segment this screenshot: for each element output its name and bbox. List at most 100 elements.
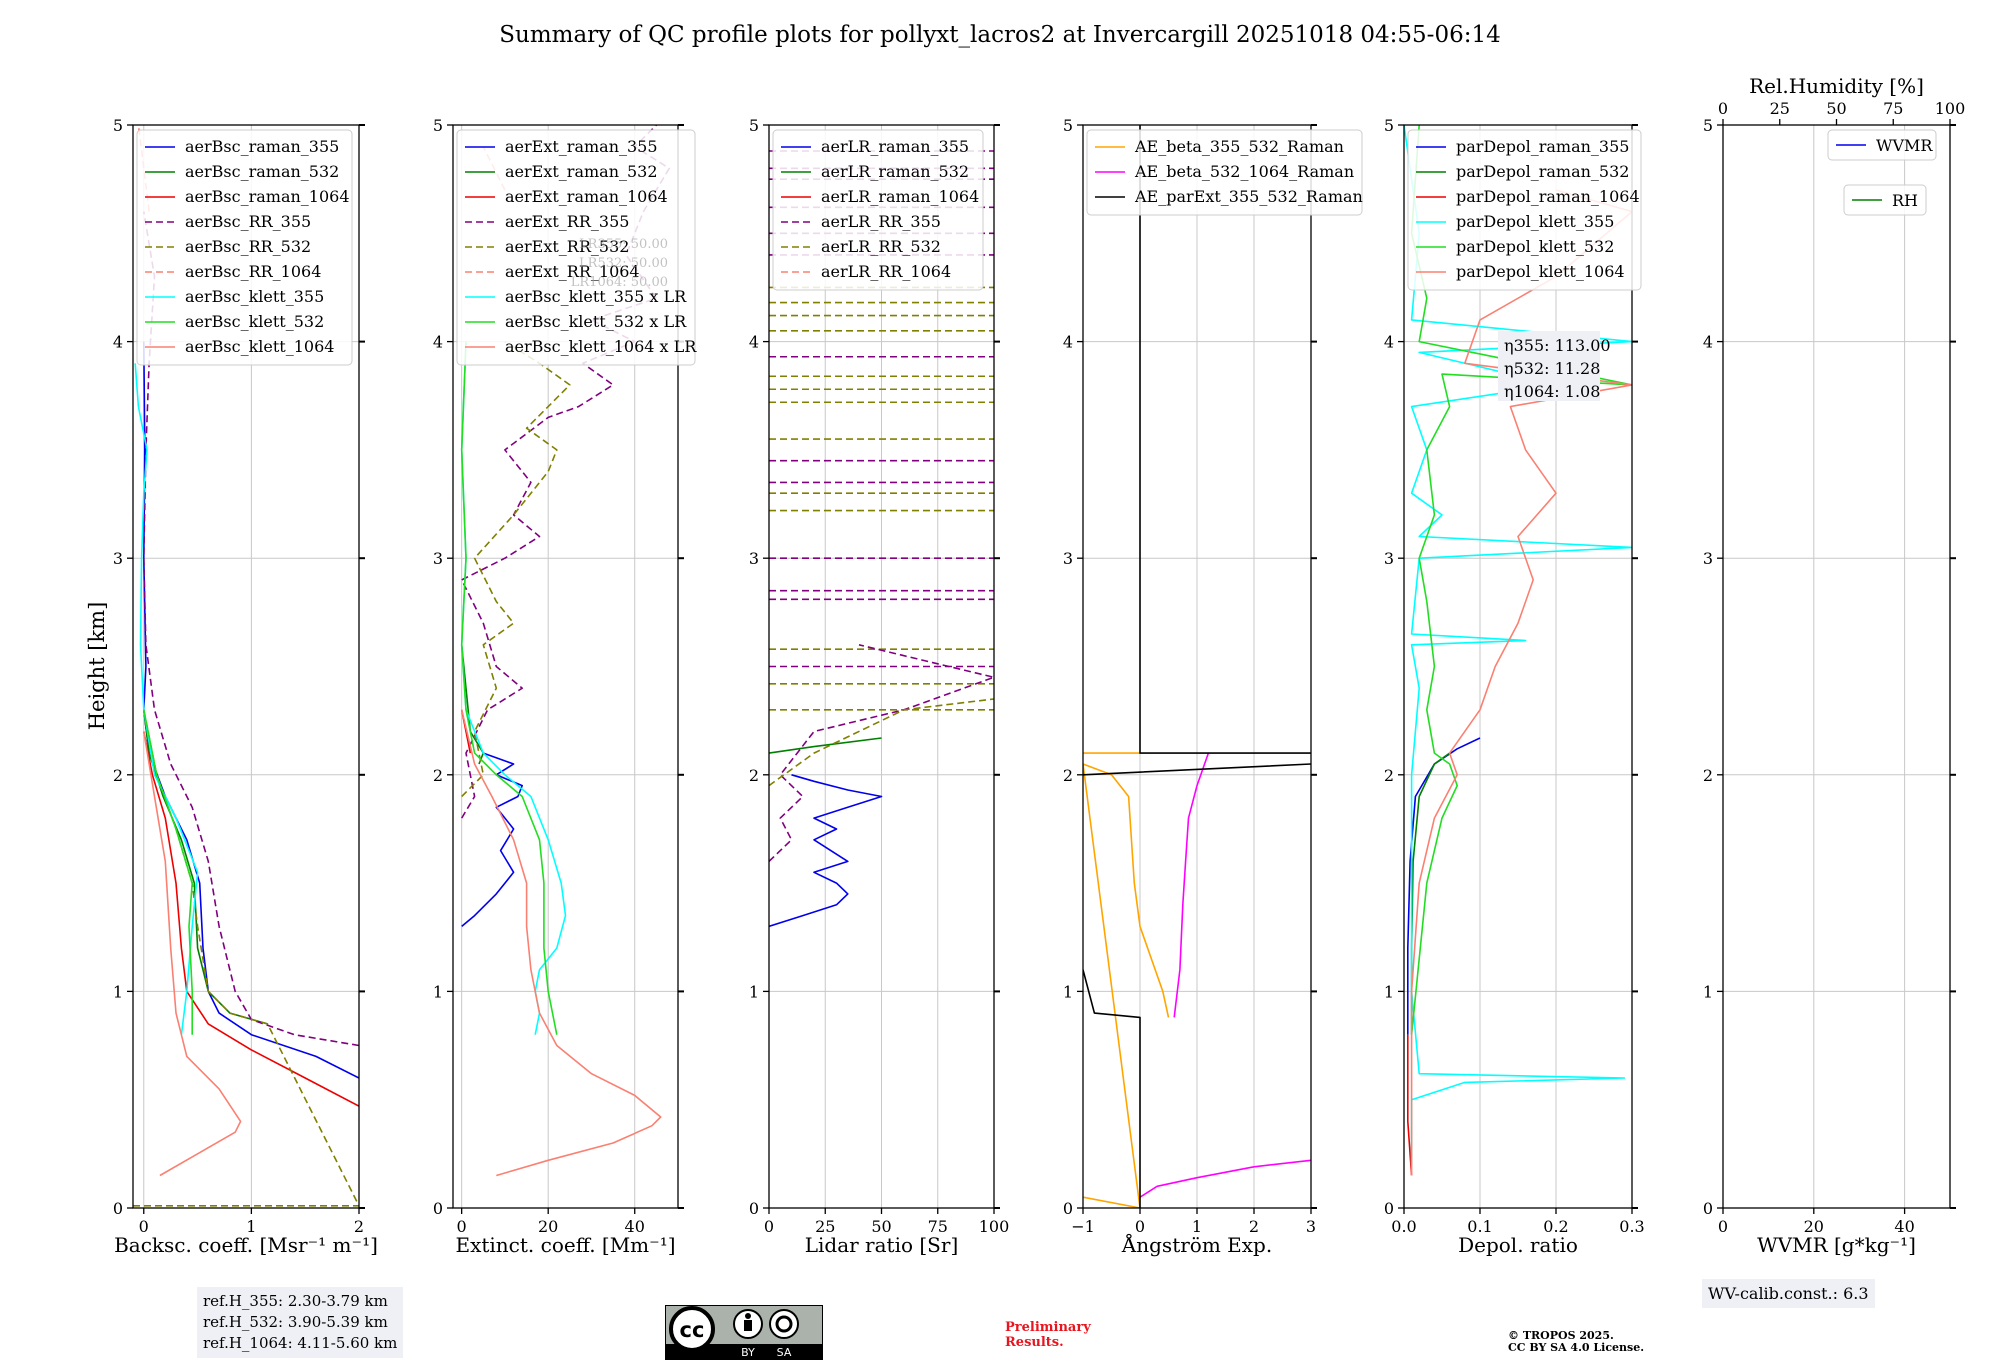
legend-entry-label: aerExt_RR_355 [505, 212, 629, 231]
panel-frame [132, 124, 360, 1209]
panel-1 [127, 124, 365, 1214]
legend-entry-label: aerBsc_raman_355 [185, 137, 339, 156]
preliminary-line-2: Results. [1005, 1335, 1064, 1350]
x-tick-label: 0 [764, 1217, 774, 1236]
y-tick-label: 4 [1384, 333, 1394, 352]
y-tick-label: 4 [1703, 333, 1713, 352]
y-tick-label: 2 [749, 766, 759, 785]
lr-annotation-text: LR532: 50.00 [579, 256, 668, 271]
legend-entry-label: aerLR_raman_355 [821, 137, 969, 156]
legend-entry-label: parDepol_klett_1064 [1456, 262, 1625, 281]
legend-box [1086, 129, 1363, 216]
wv-calib-box: WV-calib.const.: 6.3 [1702, 1279, 1875, 1308]
copyright-line-2: CC BY SA 4.0 License. [1508, 1341, 1645, 1354]
x-tick-label: 0.3 [1619, 1217, 1644, 1236]
y-tick-label: 2 [113, 766, 123, 785]
panel-4 [1077, 124, 1363, 1214]
legend-entry-label: aerBsc_RR_532 [185, 237, 311, 256]
x-tick-label: 0.2 [1543, 1217, 1568, 1236]
y-tick-label: 0 [433, 1199, 443, 1218]
reference-heights-box: ref.H_355: 2.30-3.79 km ref.H_532: 3.90-… [197, 1287, 404, 1358]
legend-entry-label: aerBsc_klett_1064 [185, 337, 334, 356]
y-tick-label: 1 [1063, 982, 1073, 1001]
x-tick-label: 20 [1804, 1217, 1824, 1236]
x-tick-label: 0.0 [1391, 1217, 1416, 1236]
y-tick-label: 0 [1703, 1199, 1713, 1218]
series-line-pardepol-raman-1064 [1407, 1034, 1413, 1176]
y-tick-label: 3 [113, 549, 123, 568]
y-tick-label: 2 [1384, 766, 1394, 785]
x-tick-label: 100 [979, 1217, 1010, 1236]
panel-2 [447, 124, 696, 1214]
legend-entry-label: aerLR_RR_355 [821, 212, 941, 231]
legend-entry-label: aerExt_raman_1064 [505, 187, 668, 206]
y-tick-label: 2 [433, 766, 443, 785]
series-line-pardepol-klett-532 [1410, 125, 1632, 1035]
x-tick-label: 25 [815, 1217, 835, 1236]
eta-annotation-text: η532: 11.28 [1504, 359, 1600, 378]
y-tick-label: 5 [749, 116, 759, 135]
y-tick-label: 3 [1703, 549, 1713, 568]
series-line-aerlr-raman-532 [769, 737, 882, 754]
x-axis-label: Ångström Exp. [1121, 1232, 1272, 1257]
x-tick-label: 0 [1135, 1217, 1145, 1236]
x-tick-label: −1 [1071, 1217, 1095, 1236]
y-tick-label: 3 [1063, 549, 1073, 568]
legend-entry-label: aerBsc_klett_1064 x LR [505, 337, 697, 356]
series-line-aerbsc-klett-1064-x-lr [460, 709, 662, 1177]
panel-5 [1398, 124, 1642, 1214]
preliminary-line-1: Preliminary [1005, 1320, 1091, 1335]
series-group [1083, 125, 1311, 1208]
series-line-aerext-rr-355 [460, 125, 671, 819]
series-line-aerbsc-raman-1064 [143, 731, 359, 1107]
y-tick-label: 2 [1063, 766, 1073, 785]
legend-entry-label: parDepol_klett_355 [1456, 212, 1614, 231]
legend-box [456, 129, 696, 366]
x-axis-label: Depol. ratio [1458, 1233, 1578, 1257]
top-x-tick-label: 75 [1883, 99, 1903, 118]
series-line-aerbsc-rr-532 [133, 709, 359, 1207]
lr-annotation-text: LR1064: 50.00 [571, 275, 668, 290]
y-tick-label: 1 [433, 982, 443, 1001]
legend-entry-label: aerBsc_klett_355 x LR [505, 287, 687, 306]
legend-entry-label: aerBsc_klett_532 [185, 312, 324, 331]
x-tick-label: 0 [1718, 1217, 1728, 1236]
series-line-pardepol-klett-355 [1404, 125, 1632, 1165]
legend-entry-label: aerLR_raman_1064 [821, 187, 979, 206]
series-line-pardepol-raman-532 [1410, 752, 1451, 1035]
series-line-aerext-rr-532 [461, 340, 571, 798]
y-tick-label: 5 [1703, 116, 1713, 135]
eta-annotation-text: η355: 113.00 [1504, 336, 1611, 355]
legend-box [1843, 184, 1927, 216]
y-tick-label: 0 [1384, 1199, 1394, 1218]
cc-sa-label: SA [777, 1346, 792, 1359]
y-tick-label: 1 [1384, 982, 1394, 1001]
y-tick-label: 4 [433, 333, 443, 352]
y-tick-label: 3 [749, 549, 759, 568]
series-line-aerbsc-rr-355 [143, 211, 359, 1047]
series-line-aerbsc-klett-532 [143, 709, 193, 1035]
legend-entry-label: parDepol_klett_532 [1456, 237, 1614, 256]
x-tick-label: 20 [538, 1217, 558, 1236]
panel-frame [452, 124, 679, 1209]
x-tick-label: 0.1 [1467, 1217, 1492, 1236]
y-tick-label: 5 [1384, 116, 1394, 135]
series-group [1404, 125, 1632, 1176]
top-x-tick-label: 0 [1718, 99, 1728, 118]
panel-frame [1403, 124, 1633, 1209]
legend-entry-label: aerBsc_RR_1064 [185, 262, 321, 281]
x-axis-label: Extinct. coeff. [Mm⁻¹] [455, 1233, 675, 1257]
legend-entry-label: aerBsc_RR_355 [185, 212, 311, 231]
legend-entry-label: RH [1892, 191, 1918, 210]
top-x-tick-label: 25 [1770, 99, 1790, 118]
ref-height-355: ref.H_355: 2.30-3.79 km [203, 1292, 388, 1310]
y-tick-label: 1 [749, 982, 759, 1001]
series-line-ae-parext-355-532-raman [1083, 125, 1311, 1208]
y-tick-label: 4 [749, 333, 759, 352]
x-tick-label: 50 [871, 1217, 891, 1236]
legend-box [136, 129, 353, 366]
preliminary-results-note: Preliminary Results. [1005, 1320, 1091, 1350]
y-tick-label: 5 [113, 116, 123, 135]
x-tick-label: 2 [1249, 1217, 1259, 1236]
legend-entry-label: AE_parExt_355_532_Raman [1134, 187, 1363, 206]
